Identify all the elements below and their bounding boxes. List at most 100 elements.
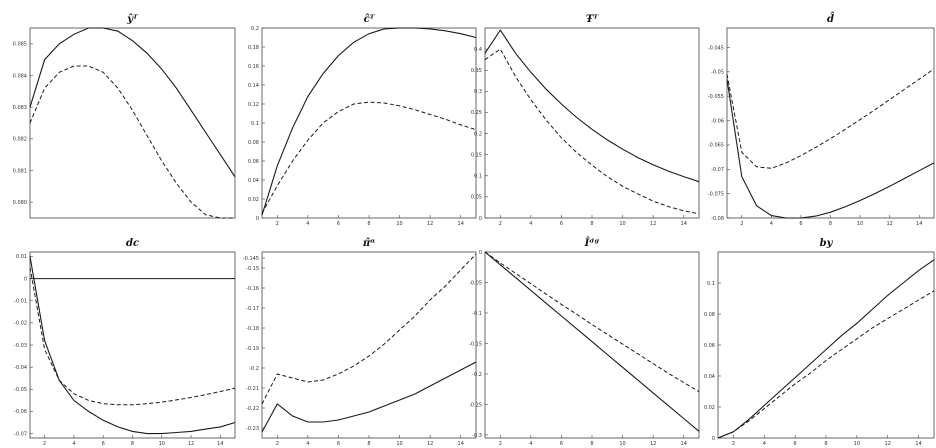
- y-tick-label: 0.04: [248, 178, 259, 184]
- y-tick-label: 0.15: [471, 152, 482, 158]
- x-tick-label: 2: [499, 441, 502, 447]
- y-tick-label: -0.02: [14, 321, 27, 327]
- plot-frame: [484, 251, 700, 439]
- chart-title: d̂: [827, 12, 835, 25]
- x-tick-label: 6: [560, 441, 563, 447]
- plot-frame: [29, 27, 236, 219]
- y-tick-label: 0: [479, 250, 482, 256]
- y-tick-label: 0: [712, 436, 715, 442]
- x-tick-label: 12: [885, 441, 891, 447]
- series-line-solid: [29, 256, 236, 435]
- y-tick-label: -0.01: [14, 299, 27, 305]
- x-tick-label: 6: [794, 441, 797, 447]
- x-tick-label: 2: [740, 221, 743, 227]
- x-tick-label: 14: [916, 221, 922, 227]
- series-line-dashed: [261, 253, 477, 405]
- y-tick-label: -0.1: [472, 311, 482, 317]
- y-tick-label: -0.2: [472, 372, 482, 378]
- y-tick-label: -0.065: [708, 143, 724, 149]
- plot-frame: [717, 251, 935, 439]
- y-tick-label: 0: [479, 216, 482, 222]
- chart-title: Îᵈᵍ: [584, 237, 600, 249]
- y-tick-label: 0.06: [704, 343, 715, 349]
- chart-title: ĉᵀ: [364, 14, 376, 25]
- y-tick-label: -0.23: [246, 426, 259, 432]
- chart-panel-8: by 0 0.02 0.04 0.06 0.08 0.1 2 4 6 8 10 12 14: [704, 238, 935, 447]
- y-tick-label: -0.25: [469, 402, 482, 408]
- y-tick-label: -0.22: [246, 406, 259, 412]
- x-tick-label: 10: [854, 441, 860, 447]
- x-tick-label: 2: [43, 441, 46, 447]
- y-tick-label: -0.17: [246, 306, 259, 312]
- chart-title: by: [820, 238, 834, 249]
- y-tick-label: -0.07: [14, 431, 27, 437]
- x-tick-label: 8: [824, 441, 827, 447]
- x-tick-label: 14: [458, 441, 464, 447]
- y-tick-label: 0.02: [248, 197, 259, 203]
- y-tick-label: 0.4: [474, 47, 482, 53]
- y-tick-label: 0.084: [13, 73, 27, 79]
- y-tick-label: 0.2: [474, 131, 482, 137]
- y-tick-label: -0.05: [14, 387, 27, 393]
- x-tick-label: 8: [367, 221, 370, 227]
- y-tick-label: 0.081: [13, 168, 27, 174]
- chart-title: ŷᵀ: [126, 14, 139, 25]
- y-tick-label: 0.083: [13, 105, 27, 111]
- series-line-dashed: [29, 65, 235, 219]
- plot-frame: [261, 251, 477, 439]
- x-tick-label: 6: [799, 221, 802, 227]
- y-tick-label: 0.08: [248, 140, 259, 146]
- y-tick-label: 0.082: [13, 137, 27, 143]
- y-tick-label: 0.05: [471, 195, 482, 201]
- chart-panel-6: π̂ᵅ -0.145 -0.15 -0.16 -0.17 -0.18 -0.19 -0.2 -0…: [243, 238, 477, 447]
- x-tick-label: 4: [770, 221, 773, 227]
- y-tick-label: -0.07: [711, 167, 724, 173]
- series-line-solid: [717, 259, 935, 439]
- x-tick-label: 14: [915, 441, 921, 447]
- x-tick-label: 6: [560, 221, 563, 227]
- x-tick-label: 12: [650, 441, 656, 447]
- series-line-solid: [726, 79, 935, 219]
- x-tick-label: 2: [276, 221, 279, 227]
- plot-frame: [484, 27, 700, 219]
- y-tick-label: -0.145: [243, 256, 259, 262]
- x-tick-label: 2: [732, 441, 735, 447]
- x-tick-label: 4: [72, 441, 75, 447]
- y-tick-label: 0.04: [704, 374, 715, 380]
- y-tick-label: 0.085: [13, 42, 27, 48]
- chart-title: dc: [126, 238, 139, 249]
- x-tick-label: 6: [337, 221, 340, 227]
- x-tick-label: 4: [306, 221, 309, 227]
- y-tick-label: -0.08: [711, 216, 724, 222]
- x-tick-label: 8: [131, 441, 134, 447]
- y-tick-label: 0.06: [248, 159, 259, 165]
- y-tick-label: -0.04: [14, 365, 27, 371]
- x-tick-label: 10: [396, 441, 402, 447]
- chart-panel-4: d̂ -0.08 -0.075 -0.07 -0.065 -0.06 -0.055 -0.05…: [708, 12, 935, 227]
- x-tick-label: 14: [681, 221, 687, 227]
- y-tick-label: 0.1: [251, 121, 259, 127]
- y-tick-label: -0.06: [14, 409, 27, 415]
- y-tick-label: 0.1: [474, 174, 482, 180]
- series-line-dashed: [29, 267, 236, 406]
- y-tick-label: 0.25: [471, 110, 482, 116]
- x-tick-label: 10: [159, 441, 165, 447]
- x-tick-label: 8: [590, 221, 593, 227]
- y-tick-label: -0.05: [469, 280, 482, 286]
- x-tick-label: 14: [458, 221, 464, 227]
- y-tick-label: 0: [24, 276, 27, 282]
- y-tick-label: -0.15: [246, 266, 259, 272]
- series-line-dashed: [261, 101, 477, 214]
- x-tick-label: 10: [396, 221, 402, 227]
- y-tick-label: -0.075: [708, 191, 724, 197]
- y-tick-label: 0.12: [248, 102, 259, 108]
- y-tick-label: -0.19: [246, 346, 259, 352]
- plot-frame: [261, 27, 477, 219]
- series-line-solid: [261, 361, 477, 433]
- y-tick-label: -0.06: [711, 118, 724, 124]
- x-tick-label: 10: [619, 441, 625, 447]
- series-line-dashed: [717, 290, 935, 439]
- series-line-solid: [484, 29, 700, 183]
- y-tick-label: 0.3: [474, 89, 482, 95]
